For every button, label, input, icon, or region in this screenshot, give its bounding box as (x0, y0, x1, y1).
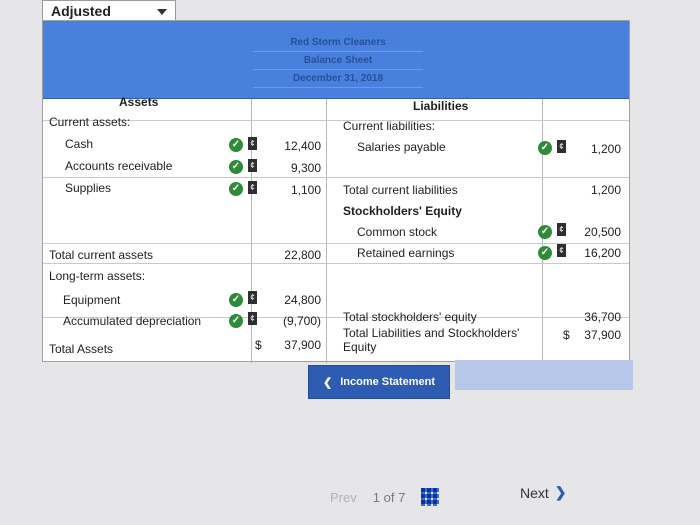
accounts-receivable-value[interactable]: 9,300 (290, 161, 321, 175)
retained-earnings-value[interactable]: 16,200 (584, 246, 621, 260)
check-icon: ✓ (229, 293, 243, 307)
total-liabilities-equity-label: Total Liabilities and Stockholders' Equi… (343, 326, 520, 354)
supplies-value[interactable]: 1,100 (290, 183, 321, 197)
flag-icon: ¢ (248, 181, 257, 194)
company-name: Red Storm Cleaners (290, 37, 386, 48)
total-current-assets-value[interactable]: 22,800 (284, 248, 321, 262)
flag-icon: ¢ (557, 223, 566, 236)
flag-icon: ¢ (248, 312, 257, 325)
flag-icon: ¢ (248, 291, 257, 304)
statement-title: Balance Sheet (303, 55, 373, 66)
salaries-payable-value[interactable]: 1,200 (590, 142, 621, 156)
page-indicator: 1 of 7 (372, 489, 406, 505)
total-current-liabilities-value[interactable]: 1,200 (590, 183, 621, 197)
next-label: Next (520, 484, 549, 501)
total-assets-value[interactable]: 37,900 (284, 338, 321, 352)
statement-view-dropdown[interactable]: Adjusted (42, 0, 176, 22)
flag-icon: ¢ (248, 159, 257, 172)
balance-sheet: Red Storm Cleaners Balance Sheet Decembe… (42, 20, 630, 363)
equipment-value[interactable]: 24,800 (284, 293, 321, 307)
stockholders-equity-heading: Stockholders' Equity (343, 204, 462, 218)
liabilities-heading: Liabilities (413, 99, 469, 113)
income-statement-button[interactable]: ❮ Income Statement (308, 365, 450, 399)
long-term-assets-label: Long-term assets: (49, 269, 146, 283)
total-liabilities-equity-value[interactable]: 37,900 (584, 328, 621, 342)
total-liabilities-equity-currency: $ (563, 328, 570, 342)
current-assets-label: Current assets: (49, 115, 131, 129)
current-liabilities-label: Current liabilities: (343, 119, 436, 133)
flag-icon: ¢ (557, 140, 566, 153)
next-statement-button[interactable] (455, 360, 633, 390)
total-current-assets-label: Total current assets (49, 248, 154, 262)
accumulated-depreciation-value[interactable]: (9,700) (282, 314, 321, 328)
statement-date: December 31, 2018 (292, 73, 384, 84)
chevron-down-icon (157, 9, 167, 15)
flag-icon: ¢ (248, 137, 257, 150)
prev-link[interactable]: Prev (330, 489, 357, 505)
check-icon: ✓ (538, 141, 552, 155)
equipment-label: Equipment (63, 293, 121, 307)
supplies-label: Supplies (65, 181, 112, 195)
next-link[interactable]: Next ❯ (520, 484, 567, 501)
accounts-receivable-label: Accounts receivable (65, 159, 173, 173)
total-stockholders-equity-value[interactable]: 36,700 (584, 310, 621, 324)
accumulated-depreciation-label: Accumulated depreciation (63, 314, 202, 328)
total-current-liabilities-label: Total current liabilities (343, 183, 458, 197)
total-assets-label: Total Assets (49, 342, 114, 356)
chevron-left-icon: ❮ (323, 376, 333, 389)
check-icon: ✓ (229, 138, 243, 152)
chevron-right-icon: ❯ (554, 484, 567, 500)
dropdown-selected-value: Adjusted (51, 3, 111, 19)
income-statement-label: Income Statement (340, 376, 435, 388)
check-icon: ✓ (229, 160, 243, 174)
grid-icon[interactable] (421, 488, 440, 506)
total-assets-currency: $ (255, 338, 262, 352)
sheet-header: Red Storm Cleaners Balance Sheet Decembe… (43, 21, 629, 99)
pagination: Prev 1 of 7 (330, 488, 440, 506)
check-icon: ✓ (538, 225, 552, 239)
common-stock-label: Common stock (357, 225, 438, 239)
salaries-payable-label: Salaries payable (357, 140, 446, 154)
total-stockholders-equity-label: Total stockholders' equity (343, 310, 477, 324)
check-icon: ✓ (229, 314, 243, 328)
common-stock-value[interactable]: 20,500 (584, 225, 621, 239)
assets-heading: Assets (119, 95, 159, 109)
flag-icon: ¢ (557, 244, 566, 257)
check-icon: ✓ (229, 182, 243, 196)
check-icon: ✓ (538, 246, 552, 260)
retained-earnings-label: Retained earnings (357, 246, 455, 260)
cash-value[interactable]: 12,400 (284, 139, 321, 153)
cash-label: Cash (65, 137, 94, 151)
